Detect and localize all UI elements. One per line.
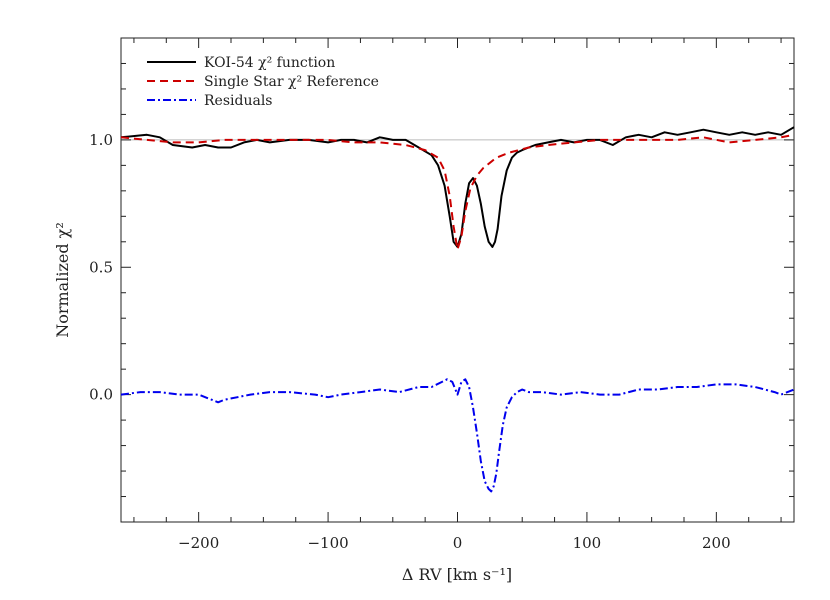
series-line-1 <box>120 126 795 248</box>
legend-label-2: Single Star χ² Reference <box>204 74 379 90</box>
y-tick-label: 0.0 <box>89 386 113 404</box>
x-tick-label: 200 <box>702 534 731 552</box>
series-lines <box>120 126 795 493</box>
x-tick-label: 0 <box>453 534 463 552</box>
plot-frame <box>120 37 795 523</box>
series-line-2 <box>120 133 795 251</box>
series-line-3 <box>120 378 795 493</box>
plot-area <box>120 37 795 523</box>
x-tick-labels: −200 −100 0 100 200 <box>178 534 731 552</box>
axis-ticks <box>121 37 794 523</box>
y-axis-title: Normalized χ² <box>53 222 72 338</box>
legend: KOI-54 χ² function Single Star χ² Referen… <box>147 55 379 109</box>
y-tick-labels: 0.0 0.5 1.0 <box>89 131 113 404</box>
y-tick-label: 0.5 <box>89 258 113 276</box>
x-tick-label: −100 <box>307 534 348 552</box>
y-tick-label: 1.0 <box>89 131 113 149</box>
legend-label-1: KOI-54 χ² function <box>204 55 335 71</box>
x-tick-label: 100 <box>573 534 602 552</box>
x-tick-label: −200 <box>178 534 219 552</box>
legend-label-3: Residuals <box>204 93 272 109</box>
x-axis-title: Δ RV [km s⁻¹] <box>402 565 512 584</box>
